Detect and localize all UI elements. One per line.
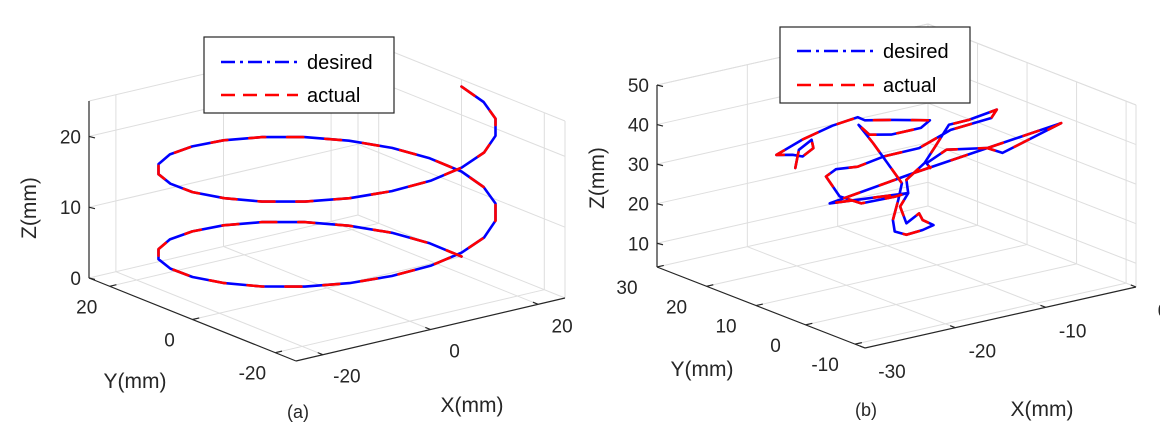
grid-line-x-floor — [747, 246, 956, 329]
z-tick-mark — [656, 242, 664, 246]
z-tick-label: 10 — [628, 234, 649, 255]
legend-label-desired: desired — [307, 52, 373, 74]
x-tick-label: -10 — [1059, 321, 1086, 342]
x-axis-line — [864, 286, 1137, 349]
x-tick-mark — [425, 326, 431, 331]
series-line-desired — [157, 85, 497, 288]
x-tick-mark — [532, 301, 539, 305]
z-tick-label: 20 — [628, 195, 649, 216]
y-axis-label-b: Y(mm) — [671, 358, 734, 381]
series-line-actual — [157, 85, 497, 288]
grid-line-z-back — [656, 102, 929, 165]
legend-label-desired: desired — [883, 41, 949, 63]
legend-a: desired actual — [203, 36, 395, 114]
legend-label-actual: actual — [883, 75, 936, 97]
x-tick-label: 0 — [449, 342, 460, 363]
grid-line-z-back — [88, 143, 359, 208]
grid-line-y-floor — [192, 256, 462, 320]
z-tick-mark — [656, 203, 664, 206]
y-tick-mark — [275, 350, 283, 354]
y-tick-label: 20 — [666, 297, 687, 318]
grid-line-z-side — [927, 102, 1137, 185]
grid-line-z-side — [927, 181, 1137, 264]
grid-line-z-back — [656, 181, 929, 244]
grid-line-y-floor — [656, 205, 929, 268]
grid-line-y-floor — [275, 289, 545, 354]
grid-line-z-back — [88, 214, 359, 279]
grid-line-z-back — [656, 142, 929, 205]
panel-label-b: (b) — [855, 400, 877, 420]
x-tick-mark — [1130, 284, 1137, 288]
grid-line-y-floor — [109, 222, 379, 287]
z-axis-label-b: Z(mm) — [586, 147, 609, 209]
z-tick-mark — [88, 206, 96, 210]
y-tick-mark — [755, 303, 763, 307]
legend-box — [779, 26, 971, 104]
x-tick-label: -20 — [969, 342, 996, 363]
z-tick-label: 30 — [628, 155, 649, 176]
z-tick-label: 40 — [628, 116, 649, 137]
series-line-actual — [775, 108, 1063, 237]
y-tick-label: 0 — [770, 336, 781, 357]
y-tick-label: 0 — [164, 331, 175, 352]
z-tick-label: 10 — [60, 198, 81, 219]
y-tick-mark — [109, 284, 117, 287]
x-tick-label: -30 — [878, 362, 905, 383]
panel-label-a: (a) — [287, 402, 309, 422]
y-tick-label: 30 — [616, 278, 637, 299]
x-tick-mark — [317, 352, 324, 356]
x-tick-mark — [859, 345, 866, 349]
y-tick-mark — [854, 342, 863, 345]
z-tick-mark — [656, 84, 664, 88]
grid-line-x-floor — [837, 225, 1046, 308]
x-axis-label-a: X(mm) — [441, 394, 504, 417]
z-tick-mark — [88, 135, 96, 139]
y-tick-label: 10 — [715, 317, 736, 338]
legend-box — [203, 36, 395, 114]
y-axis-label-a: Y(mm) — [104, 370, 167, 393]
x-tick-label: -20 — [333, 367, 360, 388]
z-tick-mark — [656, 123, 664, 127]
z-tick-mark — [88, 277, 96, 281]
z-axis-label-a: Z(mm) — [18, 177, 41, 239]
legend-label-actual: actual — [307, 85, 360, 107]
y-tick-label: 20 — [76, 297, 97, 318]
y-tick-mark — [656, 264, 664, 268]
x-tick-label: 0 — [1158, 301, 1160, 322]
z-tick-label: 0 — [70, 269, 81, 290]
grid-line-y-floor — [805, 263, 1077, 326]
legend-b: desired actual — [779, 26, 971, 104]
y-tick-mark — [706, 284, 714, 287]
x-tick-mark — [1040, 304, 1046, 308]
y-tick-mark — [805, 322, 813, 326]
grid-line-y-floor — [706, 224, 978, 287]
grid-line-z-side — [357, 143, 566, 228]
grid-line-x-floor — [927, 205, 1137, 288]
grid-line-y-floor — [854, 282, 1127, 345]
z-tick-label: 50 — [628, 76, 649, 97]
y-axis-line — [656, 266, 866, 349]
grid-line-z-side — [927, 142, 1137, 225]
x-axis-label-b: X(mm) — [1011, 398, 1074, 421]
x-tick-mark — [949, 325, 956, 329]
y-tick-mark — [192, 317, 200, 321]
y-tick-label: -10 — [811, 355, 838, 376]
z-tick-label: 20 — [60, 127, 81, 148]
y-tick-label: -20 — [239, 364, 266, 385]
z-tick-mark — [656, 163, 664, 167]
plot-a: -20 0 20 -20 0 20 0 10 20 — [60, 37, 573, 388]
grid-line-y-floor — [755, 244, 1028, 307]
x-tick-label: 20 — [552, 316, 573, 337]
